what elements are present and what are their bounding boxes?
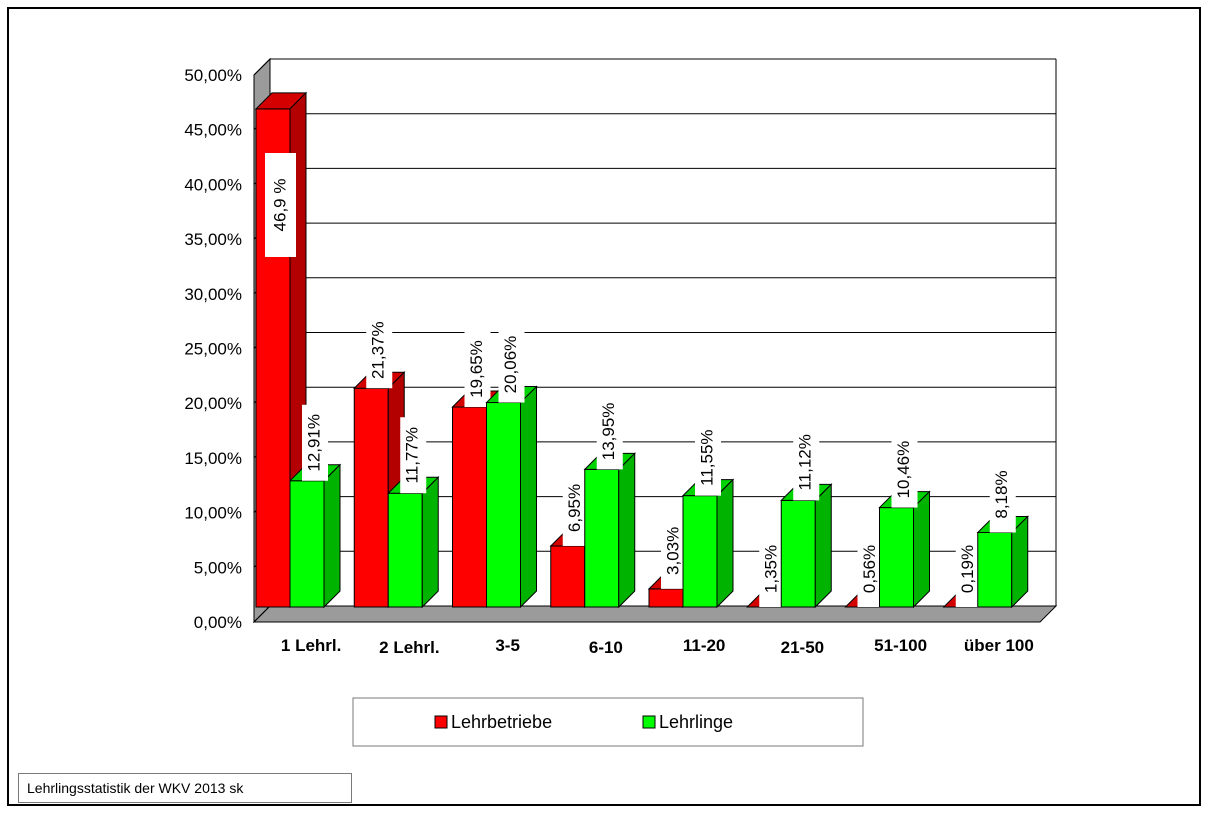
x-tick-label: 2 Lehrl. xyxy=(379,638,439,657)
data-label-bg xyxy=(695,419,721,496)
x-tick-label: 1 Lehrl. xyxy=(281,636,341,655)
chart-border xyxy=(7,7,1201,806)
data-label: 0,56% xyxy=(860,545,879,593)
data-label-bg xyxy=(793,424,820,501)
data-label: 11,12% xyxy=(796,434,815,490)
x-tick-label: 11-20 xyxy=(683,636,726,655)
data-label: 6,95% xyxy=(565,484,584,532)
bar-front xyxy=(550,545,586,608)
y-tick-label: 10,00% xyxy=(184,504,242,523)
bar-front xyxy=(977,532,1013,608)
data-label: 0,19% xyxy=(958,545,977,593)
x-tick-label: 51-100 xyxy=(874,636,927,655)
bar-front xyxy=(452,406,487,608)
data-label: 8,18% xyxy=(992,470,1011,518)
x-tick-label: über 100 xyxy=(964,636,1034,655)
data-label-bg xyxy=(464,331,491,408)
bar-front xyxy=(648,588,684,608)
data-label-bg xyxy=(989,456,1016,533)
gridline-depth xyxy=(253,58,271,76)
data-label: 19,65% xyxy=(467,340,486,398)
x-tick-label: 6-10 xyxy=(589,638,623,657)
y-tick-label: 20,00% xyxy=(184,394,242,413)
legend-box xyxy=(352,697,864,747)
data-label: 1,35% xyxy=(762,545,781,593)
data-label: 46,9 % xyxy=(270,179,289,232)
y-tick-label: 50,00% xyxy=(184,66,242,85)
data-label: 20,06% xyxy=(501,336,520,394)
bar-front xyxy=(879,507,914,608)
y-tick-label: 5,00% xyxy=(194,558,242,577)
legend-swatch xyxy=(434,715,448,729)
y-tick-label: 0,00% xyxy=(194,613,242,632)
bar-side xyxy=(323,463,341,609)
data-label: 11,55% xyxy=(697,429,716,485)
floor xyxy=(252,605,1058,623)
bar-side xyxy=(1011,515,1029,609)
bar-front xyxy=(353,387,389,608)
legend-swatch xyxy=(642,715,656,729)
bar-side xyxy=(814,483,832,609)
bar-front xyxy=(387,492,423,608)
source-note: Lehrlingsstatistik der WKV 2013 sk xyxy=(18,773,352,803)
gridline-depth xyxy=(253,605,271,623)
bar-lehrlinge-3: 13,95% xyxy=(583,393,636,609)
bar-front xyxy=(584,468,620,608)
y-tick-label: 45,00% xyxy=(184,121,242,140)
data-label-box xyxy=(265,153,296,257)
bar-side xyxy=(421,476,439,609)
bar-front xyxy=(289,480,325,608)
data-label: 21,37% xyxy=(369,321,388,379)
bar-lehrlinge-0: 12,91% xyxy=(288,404,342,609)
plot-area: 0,00% 5,00% 10,00% 15,00% 20,00% 25,00% 30,00%… xyxy=(184,57,1058,657)
y-tick-label: 40,00% xyxy=(184,175,242,194)
bar-front xyxy=(486,402,521,608)
bar-lehrlinge-4: 11,55% xyxy=(681,419,735,609)
bar-lehrlinge-6: 10,46% xyxy=(878,431,931,609)
data-label-bg xyxy=(400,417,427,494)
bar-side xyxy=(520,385,537,609)
data-label-bg xyxy=(302,404,328,481)
data-label: 12,91% xyxy=(304,414,323,472)
bar-side xyxy=(913,490,930,609)
y-tick-label: 25,00% xyxy=(184,340,242,359)
y-tick-label: 35,00% xyxy=(184,230,242,249)
y-tick-label: 30,00% xyxy=(184,285,242,304)
bar-side xyxy=(716,478,734,609)
data-label-bg xyxy=(366,312,393,389)
data-label: 13,95% xyxy=(599,403,618,461)
x-tick-label: 3-5 xyxy=(495,636,520,655)
data-label: 11,77% xyxy=(403,427,422,483)
bar-side xyxy=(618,452,636,609)
data-label-bg xyxy=(891,431,918,508)
bar-lehrlinge-1: 11,77% xyxy=(387,417,440,609)
legend-label: Lehrbetriebe xyxy=(451,712,552,732)
data-label-bg xyxy=(596,393,623,470)
bar-front xyxy=(682,495,718,608)
data-label: 3,03% xyxy=(663,527,682,575)
data-label-bg xyxy=(498,326,525,403)
legend-label: Lehrlinge xyxy=(659,712,733,732)
bar-lehrlinge-5: 11,12% xyxy=(780,424,833,609)
x-tick-label: 21-50 xyxy=(781,638,824,657)
bar-lehrlinge-2: 20,06% xyxy=(485,326,538,609)
bar-lehrlinge-7: 8,18% xyxy=(976,456,1029,609)
legend: Lehrbetriebe Lehrlinge xyxy=(352,697,864,747)
y-tick-label: 15,00% xyxy=(184,449,242,468)
data-label: 10,46% xyxy=(894,441,913,499)
bar-front xyxy=(780,499,816,608)
